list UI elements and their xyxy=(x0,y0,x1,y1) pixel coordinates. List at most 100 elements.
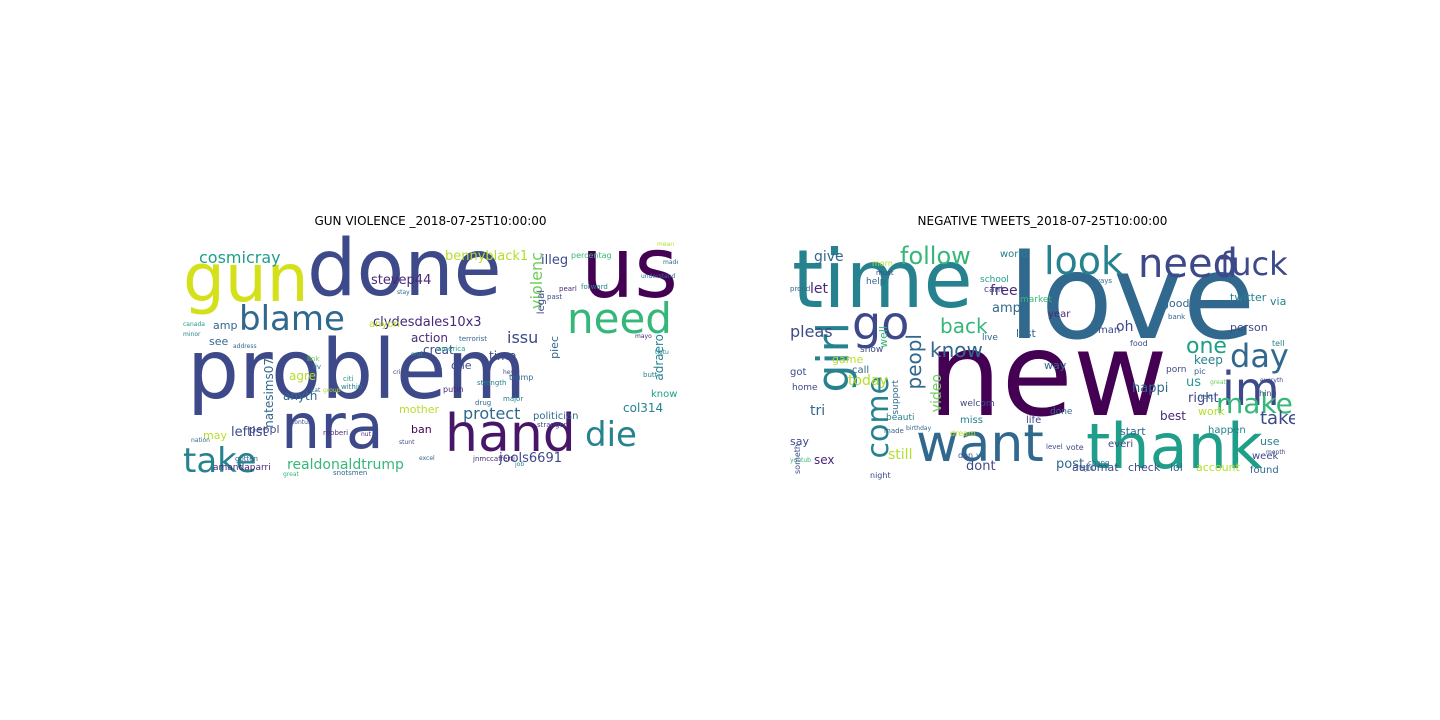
cloud-word: mother xyxy=(399,403,440,416)
cloud-word: must xyxy=(876,269,894,277)
cloud-word: stranger xyxy=(537,421,567,429)
cloud-word: month xyxy=(1266,449,1286,456)
cloud-word: peopl xyxy=(249,423,280,436)
cloud-word: problem xyxy=(187,323,527,418)
cloud-word: natesims07 xyxy=(262,358,276,428)
cloud-word: issu xyxy=(507,328,539,347)
cloud-word: pleas xyxy=(790,322,833,341)
cloud-word: may xyxy=(203,429,227,442)
cloud-word: major xyxy=(503,395,524,403)
cloud-word: take xyxy=(183,441,257,480)
cloud-word: die xyxy=(585,415,637,455)
cloud-word: always xyxy=(1088,277,1113,285)
cloud-word: still xyxy=(888,447,913,463)
cloud-word: proud xyxy=(790,285,811,293)
cloud-word: ye xyxy=(976,451,986,460)
cloud-word: let xyxy=(810,281,828,297)
cloud-word: someth xyxy=(793,444,802,474)
cloud-word: within xyxy=(341,383,363,391)
cloud-word: want xyxy=(916,414,1044,474)
cloud-word: live xyxy=(982,333,998,343)
cloud-word: nation xyxy=(191,437,210,444)
cloud-word: say xyxy=(790,435,809,448)
cloud-word: food xyxy=(1130,339,1148,348)
word-cloud: love new time thank want girl go look ne… xyxy=(790,230,1295,480)
cloud-word: america xyxy=(437,345,466,353)
cloud-word: youtub xyxy=(790,457,811,464)
cloud-word: work xyxy=(1198,405,1225,418)
cloud-word: everi xyxy=(1108,439,1134,450)
cloud-word: butt xyxy=(643,371,658,379)
cloud-word: politician xyxy=(533,411,579,422)
cloud-word: game xyxy=(832,353,864,366)
cloud-word: peopl xyxy=(902,334,926,390)
cloud-word: protect xyxy=(463,404,521,423)
cloud-word: excel xyxy=(419,455,435,462)
cloud-word: free xyxy=(990,283,1018,299)
cloud-word: stevep44 xyxy=(371,273,432,288)
cloud-word: twitter xyxy=(1230,291,1267,304)
cloud-word: morn xyxy=(872,259,893,268)
cloud-word: porn xyxy=(1166,365,1187,375)
cloud-word: realdonaldtrump xyxy=(287,457,404,473)
cloud-word: action xyxy=(411,331,448,345)
cloud-word: miss xyxy=(960,415,983,426)
cloud-word: bennyblack1 xyxy=(445,249,529,264)
cloud-word: happen xyxy=(1208,425,1246,436)
cloud-word: thing xyxy=(1256,389,1277,398)
cloud-word: jnmccafferti xyxy=(473,455,515,463)
cloud-word: oh xyxy=(1116,319,1134,335)
cloud-word: past xyxy=(547,293,563,301)
cloud-word: nra xyxy=(281,390,384,463)
cloud-word: new xyxy=(928,308,1168,443)
cloud-word: terrorist xyxy=(459,335,488,343)
cloud-word: time xyxy=(792,233,973,326)
cloud-word: thank xyxy=(1086,410,1263,480)
cloud-word: night xyxy=(870,471,891,480)
cloud-word: follow xyxy=(900,242,971,270)
cloud-word: bank xyxy=(1168,313,1186,321)
cloud-word: account xyxy=(1196,461,1240,474)
cloud-word: way xyxy=(1044,359,1067,372)
cloud-word: understand xyxy=(641,273,676,280)
cloud-word: job xyxy=(515,461,525,468)
cloud-word: address xyxy=(233,343,257,350)
cloud-word: know xyxy=(930,338,983,362)
cloud-word: see xyxy=(209,335,229,348)
cloud-word: gotten xyxy=(235,455,258,463)
cloud-word: keep xyxy=(1194,353,1223,367)
cloud-word: anyon xyxy=(369,319,400,330)
cloud-word: everyth xyxy=(1260,377,1284,384)
cloud-word: tell xyxy=(1272,339,1285,348)
cloud-word: found xyxy=(1250,465,1279,476)
cloud-word: col314 xyxy=(623,401,664,415)
cloud-word: give xyxy=(814,249,844,265)
cloud-word: made xyxy=(884,427,904,435)
cloud-word: happi xyxy=(1132,381,1169,396)
cloud-word: canada xyxy=(183,321,205,328)
cloud-word: robberi xyxy=(323,429,349,437)
cloud-word: jools6691 xyxy=(499,451,562,466)
cloud-word: last xyxy=(1016,327,1036,340)
cloud-word: hey xyxy=(503,369,515,376)
cloud-word: love xyxy=(1008,230,1256,366)
cloud-word: start xyxy=(1120,425,1146,438)
cloud-word: sex xyxy=(814,453,835,467)
word-cloud: problem done gun us nra hand need blame … xyxy=(183,230,678,480)
cloud-word: pearl xyxy=(559,285,577,293)
cloud-word: done xyxy=(1050,407,1073,417)
cloud-word: make xyxy=(1216,387,1293,420)
cloud-word: illeg xyxy=(541,253,569,268)
cloud-word: show xyxy=(860,345,884,355)
panel-title: GUN VIOLENCE _2018-07-25T10:00:00 xyxy=(314,214,547,228)
cloud-word: link xyxy=(307,355,320,363)
panel-title: NEGATIVE TWEETS_2018-07-25T10:00:00 xyxy=(917,214,1168,228)
cloud-word: use xyxy=(1260,435,1280,448)
cloud-word: legal xyxy=(536,290,547,315)
cloud-word: support xyxy=(891,380,901,415)
cloud-word: creat xyxy=(423,343,454,357)
cloud-word: right xyxy=(1188,391,1219,406)
cloud-word: look xyxy=(1044,239,1124,283)
cloud-word: today xyxy=(848,373,888,389)
cloud-word: piec xyxy=(548,336,561,359)
